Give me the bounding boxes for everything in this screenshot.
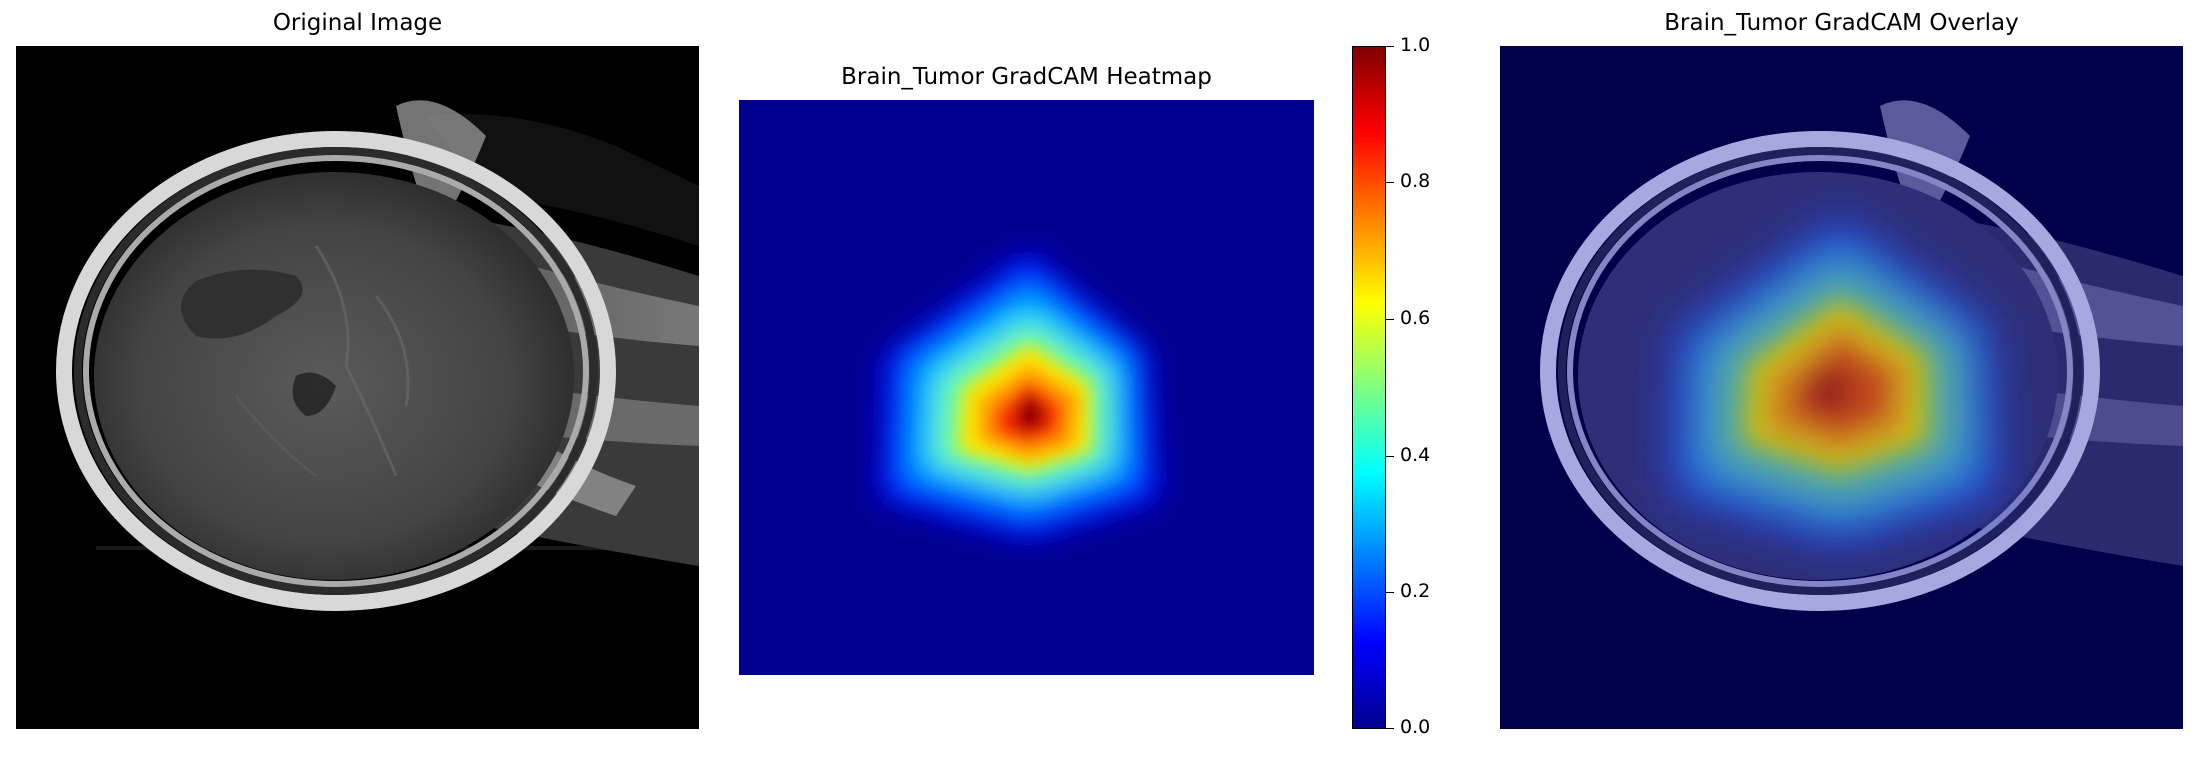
colorbar-tick-label: 0.2 <box>1400 580 1431 602</box>
colorbar-tick-label: 1.0 <box>1400 34 1431 56</box>
gradcam-heatmap <box>739 100 1314 675</box>
heatmap-title: Brain_Tumor GradCAM Heatmap <box>841 64 1212 90</box>
colorbar-tick-label: 0.8 <box>1400 170 1431 192</box>
colorbar-ticks: 1.0 0.8 0.6 0.4 0.2 0.0 <box>1386 34 1466 738</box>
colorbar-tick-label: 0.6 <box>1400 307 1431 329</box>
gradcam-overlay-image <box>1500 46 2183 729</box>
colorbar-tick-label: 0.0 <box>1400 716 1431 738</box>
colorbar <box>1352 46 1386 729</box>
original-mri-image <box>16 46 699 729</box>
original-image-title: Original Image <box>272 10 443 36</box>
overlay-title: Brain_Tumor GradCAM Overlay <box>1664 10 2019 36</box>
colorbar-tick-label: 0.4 <box>1400 444 1431 466</box>
